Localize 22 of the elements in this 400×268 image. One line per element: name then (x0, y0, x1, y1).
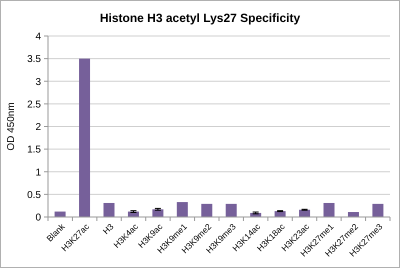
bar (176, 202, 188, 217)
y-tick-label: 1 (35, 167, 42, 178)
bar (201, 204, 212, 217)
y-tick-label: 0.5 (27, 190, 42, 201)
bar (54, 212, 66, 217)
bar (299, 210, 310, 217)
y-tick-label: 2 (35, 122, 42, 133)
bar (372, 204, 384, 217)
y-tick-label: 3.5 (27, 54, 42, 66)
y-tick-label: 2.5 (27, 99, 42, 110)
y-tick-label: 3 (35, 76, 42, 88)
bar (103, 202, 114, 217)
y-tick-label: 1.5 (27, 144, 42, 156)
chart-title: Histone H3 acetyl Lys27 Specificity (100, 11, 300, 25)
x-tick-label: H3 (100, 221, 116, 236)
bar (348, 212, 359, 217)
y-tick-label: 4 (35, 32, 42, 42)
bar (226, 204, 237, 217)
bar (324, 202, 335, 217)
bar (79, 58, 90, 217)
y-tick-label: 0 (35, 212, 42, 224)
y-axis-title: OD 450nm (6, 102, 17, 151)
